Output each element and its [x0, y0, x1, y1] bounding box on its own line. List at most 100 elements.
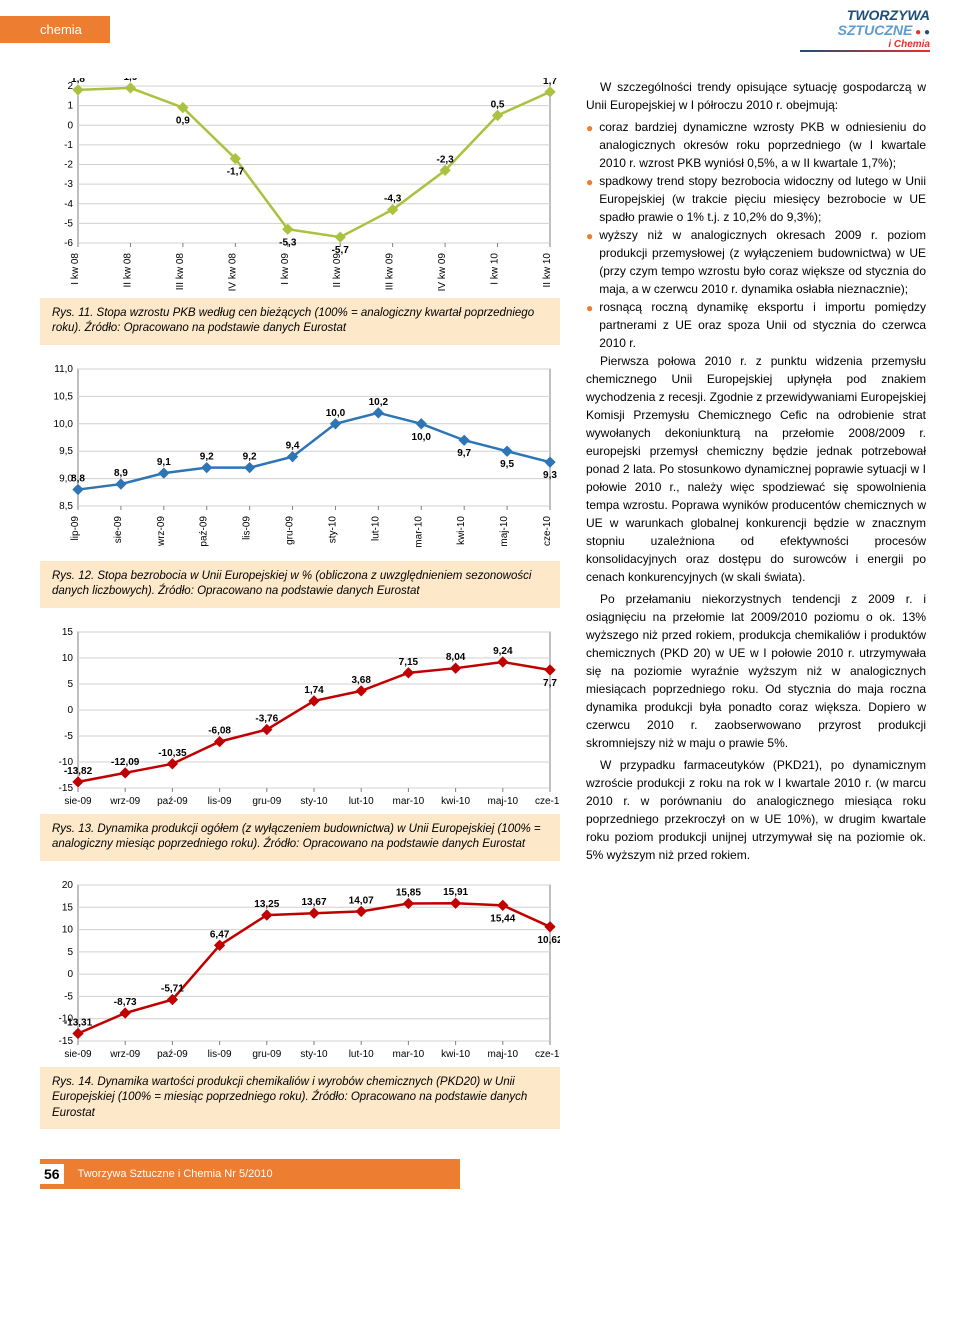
svg-text:9,1: 9,1	[157, 457, 171, 468]
svg-text:sie-09: sie-09	[113, 515, 124, 543]
svg-text:9,5: 9,5	[59, 446, 73, 457]
svg-text:10: 10	[62, 924, 74, 935]
svg-text:I kw 10: I kw 10	[490, 252, 501, 284]
chart-12: 8,59,09,510,010,511,0lip-09sie-09wrz-09p…	[40, 361, 560, 561]
svg-text:0: 0	[67, 705, 73, 716]
svg-text:15,44: 15,44	[490, 913, 515, 924]
svg-text:13,25: 13,25	[254, 899, 279, 910]
svg-text:II kw 09: II kw 09	[332, 252, 343, 287]
svg-text:-15: -15	[59, 783, 74, 794]
svg-text:8,8: 8,8	[71, 473, 85, 484]
svg-text:8,04: 8,04	[446, 652, 466, 663]
svg-text:-10,35: -10,35	[158, 748, 187, 759]
caption-13: Rys. 13. Dynamika produkcji ogółem (z wy…	[40, 814, 560, 861]
svg-text:9,2: 9,2	[200, 451, 214, 462]
svg-text:kwi-10: kwi-10	[441, 1049, 470, 1060]
svg-text:wrz-09: wrz-09	[156, 515, 167, 546]
svg-text:0,9: 0,9	[176, 115, 190, 126]
svg-text:-13,82: -13,82	[64, 766, 93, 777]
svg-text:-5,3: -5,3	[279, 237, 297, 248]
svg-text:-5: -5	[64, 731, 73, 742]
svg-text:-3: -3	[64, 179, 73, 190]
logo-line3: i Chemia	[888, 39, 930, 50]
svg-text:-6,08: -6,08	[208, 725, 231, 736]
svg-text:1,74: 1,74	[304, 685, 324, 696]
svg-text:9,2: 9,2	[243, 451, 257, 462]
logo-line1: TWORZYWA	[847, 7, 930, 23]
svg-text:maj-10: maj-10	[499, 515, 510, 546]
chart-14: -15-10-505101520sie-09wrz-09paź-09lis-09…	[40, 877, 560, 1067]
svg-text:-4: -4	[64, 199, 73, 210]
svg-text:6,47: 6,47	[210, 929, 230, 940]
svg-text:10: 10	[62, 653, 74, 664]
svg-text:9,24: 9,24	[493, 646, 513, 657]
body-para-4: W przypadku farmaceutyków (PKD21), po dy…	[586, 756, 926, 864]
svg-text:10,0: 10,0	[54, 419, 74, 430]
svg-text:8,5: 8,5	[59, 501, 73, 512]
svg-text:0,5: 0,5	[491, 99, 505, 110]
bullet-item: ●rosnącą roczną dynamikę eksportu i impo…	[586, 298, 926, 352]
left-column: -6-5-4-3-2-1012I kw 08II kw 08III kw 08I…	[40, 78, 560, 1146]
page-footer: 56 Tworzywa Sztuczne i Chemia Nr 5/2010	[40, 1159, 460, 1189]
svg-text:9,5: 9,5	[500, 459, 514, 470]
svg-text:-3,76: -3,76	[255, 713, 278, 724]
svg-text:sty-10: sty-10	[327, 515, 338, 543]
svg-text:lut-10: lut-10	[349, 1049, 374, 1060]
svg-text:-5,71: -5,71	[161, 983, 184, 994]
page-header: chemia TWORZYWA SZTUCZNE ● ● i Chemia	[0, 0, 960, 60]
svg-text:lip-09: lip-09	[70, 515, 81, 540]
svg-text:maj-10: maj-10	[488, 796, 519, 807]
svg-text:1: 1	[67, 100, 73, 111]
svg-text:-6: -6	[64, 238, 73, 249]
svg-text:10,0: 10,0	[412, 432, 432, 443]
body-para-1: W szczególności trendy opisujące sytuacj…	[586, 78, 926, 114]
svg-text:9,7: 9,7	[457, 448, 471, 459]
svg-text:-8,73: -8,73	[114, 997, 137, 1008]
svg-text:sty-10: sty-10	[300, 1049, 328, 1060]
svg-text:-2: -2	[64, 159, 73, 170]
svg-text:II kw 10: II kw 10	[542, 252, 553, 287]
svg-text:15,91: 15,91	[443, 887, 468, 898]
svg-text:7,15: 7,15	[399, 657, 419, 668]
svg-text:maj-10: maj-10	[488, 1049, 519, 1060]
bullet-item: ●wyższy niż w analogicznych okresach 200…	[586, 226, 926, 298]
svg-text:1,7: 1,7	[543, 78, 557, 87]
svg-text:9,3: 9,3	[543, 470, 557, 481]
svg-text:paź-09: paź-09	[157, 1049, 188, 1060]
svg-text:-5: -5	[64, 218, 73, 229]
svg-text:10,0: 10,0	[326, 408, 346, 419]
page-number: 56	[40, 1164, 64, 1184]
svg-text:14,07: 14,07	[349, 895, 374, 906]
svg-text:10,5: 10,5	[54, 391, 74, 402]
svg-text:10,2: 10,2	[369, 397, 389, 408]
svg-text:gru-09: gru-09	[285, 515, 296, 544]
svg-text:kwi-10: kwi-10	[441, 796, 470, 807]
svg-text:-2,3: -2,3	[436, 154, 454, 165]
svg-text:I kw 08: I kw 08	[70, 252, 81, 284]
svg-text:paź-09: paź-09	[157, 796, 188, 807]
caption-11: Rys. 11. Stopa wzrostu PKB według cen bi…	[40, 298, 560, 345]
svg-text:-4,3: -4,3	[384, 193, 402, 204]
svg-text:sie-09: sie-09	[64, 1049, 92, 1060]
svg-text:0: 0	[67, 120, 73, 131]
svg-text:8,9: 8,9	[114, 468, 128, 479]
bullet-item: ●coraz bardziej dynamiczne wzrosty PKB w…	[586, 118, 926, 172]
caption-12: Rys. 12. Stopa bezrobocia w Unii Europej…	[40, 561, 560, 608]
svg-text:-13,31: -13,31	[64, 1017, 93, 1028]
section-kicker: chemia	[0, 16, 110, 43]
svg-text:0: 0	[67, 969, 73, 980]
body-para-2: Pierwsza połowa 2010 r. z punktu widzeni…	[586, 352, 926, 586]
svg-text:sie-09: sie-09	[64, 796, 92, 807]
svg-text:cze-10: cze-10	[535, 796, 560, 807]
svg-text:IV kw 08: IV kw 08	[227, 252, 238, 291]
svg-text:mar-10: mar-10	[413, 515, 424, 547]
body-para-3: Po przełamaniu niekorzystnych tendencji …	[586, 590, 926, 752]
svg-text:1,8: 1,8	[71, 78, 85, 85]
footer-text: Tworzywa Sztuczne i Chemia Nr 5/2010	[78, 1168, 273, 1180]
svg-text:kwi-10: kwi-10	[456, 515, 467, 544]
svg-text:gru-09: gru-09	[252, 1049, 281, 1060]
svg-text:15,85: 15,85	[396, 887, 421, 898]
page-body: -6-5-4-3-2-1012I kw 08II kw 08III kw 08I…	[0, 60, 960, 1160]
svg-text:-12,09: -12,09	[111, 757, 140, 768]
right-column: W szczególności trendy opisujące sytuacj…	[586, 78, 926, 1146]
